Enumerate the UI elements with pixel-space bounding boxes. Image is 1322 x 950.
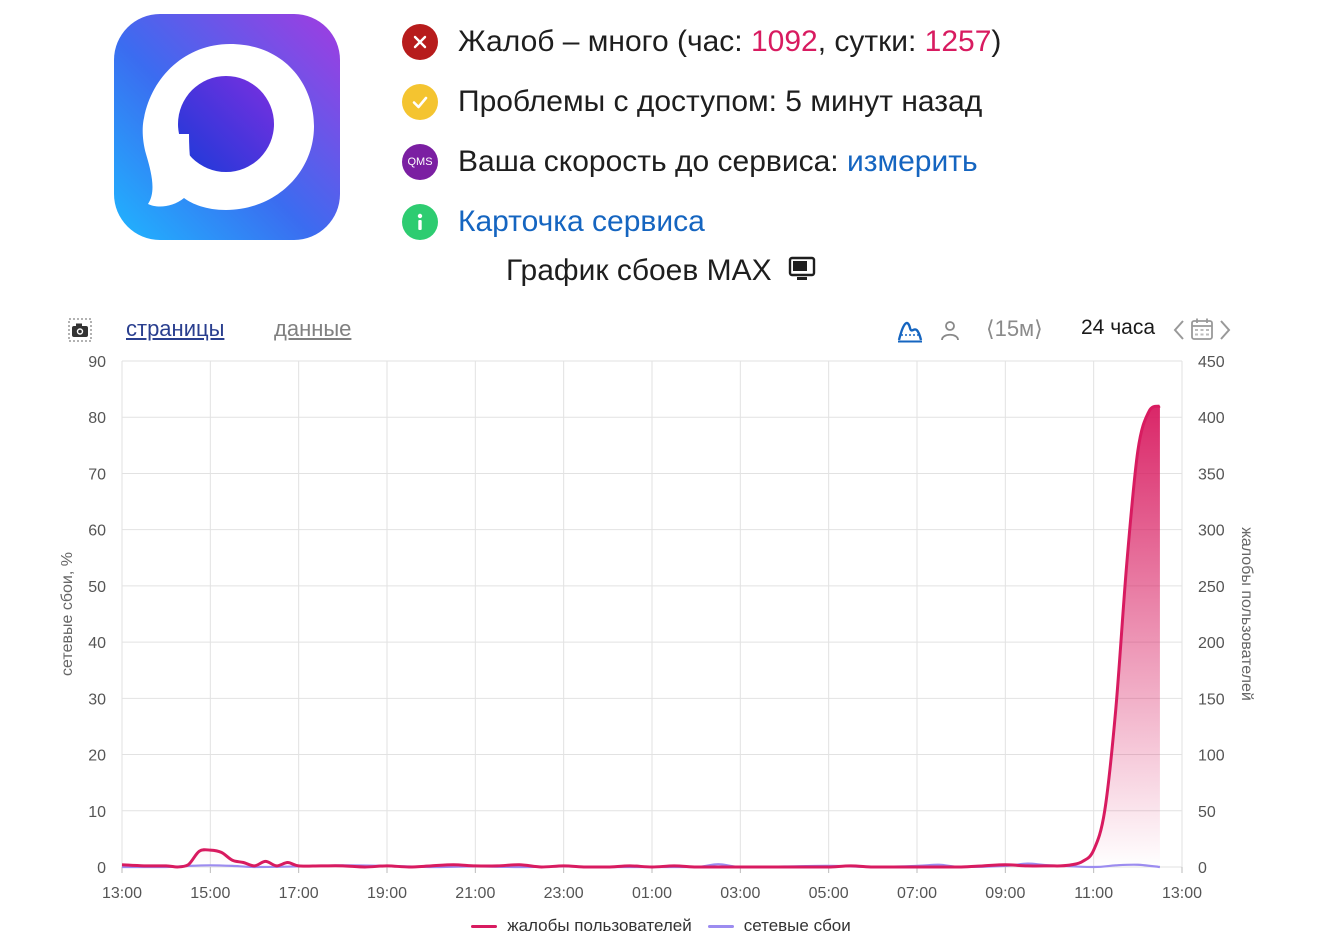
- monitor-icon[interactable]: [788, 256, 816, 282]
- y-left-tick-label: 70: [88, 466, 106, 483]
- y-left-tick-label: 0: [97, 860, 106, 877]
- x-tick-label: 03:00: [720, 885, 760, 902]
- status-speed: QMS Ваша скорость до сервиса: измерить: [402, 132, 1001, 192]
- service-card-link[interactable]: Карточка сервиса: [458, 205, 705, 238]
- speed-label: Ваша скорость до сервиса:: [458, 145, 847, 178]
- x-tick-label: 15:00: [190, 885, 230, 902]
- x-tick-label: 11:00: [1074, 885, 1113, 902]
- x-tick-label: 19:00: [367, 885, 407, 902]
- x-tick-label: 09:00: [985, 885, 1025, 902]
- y-right-tick-label: 0: [1198, 860, 1207, 877]
- x-tick-label: 23:00: [544, 885, 584, 902]
- y-right-tick-label: 350: [1198, 466, 1225, 483]
- y-right-tick-label: 100: [1198, 748, 1225, 765]
- status-card: Карточка сервиса: [402, 192, 1001, 252]
- legend-swatch-complaints: [471, 924, 498, 928]
- y-right-axis-label: жалобы пользователей: [1238, 527, 1255, 701]
- measure-speed-link[interactable]: измерить: [846, 145, 978, 178]
- check-icon: [402, 84, 438, 120]
- series-network-line: [122, 862, 1161, 869]
- y-left-axis-label: сетевые сбои, %: [59, 552, 76, 676]
- error-icon: [402, 24, 438, 60]
- legend-label-complaints: жалобы пользователей: [507, 916, 692, 935]
- chart-toolbar: страницы данные ⟨15м⟩ 24 часа: [0, 312, 1322, 348]
- y-right-tick-label: 300: [1198, 523, 1225, 540]
- chart-legend: жалобы пользователей сетевые сбои: [0, 916, 1322, 936]
- info-icon: [402, 204, 438, 240]
- legend-swatch-network: [707, 924, 734, 928]
- complaints-text: Жалоб – много (час: 1092, сутки: 1257): [458, 25, 1002, 58]
- x-tick-label: 17:00: [279, 885, 319, 902]
- access-text: Проблемы с доступом: 5 минут назад: [458, 85, 983, 118]
- user-icon[interactable]: [940, 320, 960, 342]
- legend-label-network: сетевые сбои: [743, 916, 851, 935]
- y-left-tick-label: 30: [88, 691, 106, 708]
- x-tick-label: 21:00: [455, 885, 495, 902]
- y-right-tick-label: 50: [1198, 804, 1216, 821]
- range-selector[interactable]: 24 часа: [1081, 316, 1155, 339]
- x-tick-label: 07:00: [897, 885, 937, 902]
- status-complaints: Жалоб – много (час: 1092, сутки: 1257): [402, 12, 1001, 72]
- x-tick-label: 01:00: [632, 885, 672, 902]
- complaints-hour-value: 1092: [750, 25, 818, 58]
- y-right-tick-label: 200: [1198, 635, 1225, 652]
- y-left-tick-label: 10: [88, 804, 106, 821]
- legend-item-network[interactable]: сетевые сбои: [707, 916, 851, 936]
- series-complaints-area: [122, 405, 1160, 867]
- chart-type-icon[interactable]: [896, 316, 924, 344]
- y-left-tick-label: 40: [88, 635, 106, 652]
- x-tick-label: 05:00: [809, 885, 849, 902]
- tab-pages[interactable]: страницы: [126, 316, 225, 341]
- status-access: Проблемы с доступом: 5 минут назад: [402, 72, 1001, 132]
- y-right-tick-label: 400: [1198, 410, 1225, 427]
- y-left-tick-label: 60: [88, 523, 106, 540]
- status-list: Жалоб – много (час: 1092, сутки: 1257) П…: [402, 12, 1001, 252]
- y-left-tick-label: 50: [88, 579, 106, 596]
- y-right-tick-label: 150: [1198, 691, 1225, 708]
- chevron-right-icon[interactable]: [1218, 319, 1232, 341]
- qms-icon: QMS: [402, 144, 438, 180]
- camera-icon[interactable]: [68, 318, 92, 342]
- series-complaints-line: [121, 404, 1161, 869]
- app-logo: [114, 14, 340, 240]
- y-left-tick-label: 20: [88, 748, 106, 765]
- x-tick-label: 13:00: [102, 885, 142, 902]
- legend-item-complaints[interactable]: жалобы пользователей: [471, 916, 692, 936]
- y-right-tick-label: 250: [1198, 579, 1225, 596]
- complaints-day-value: 1257: [924, 25, 992, 58]
- chart-title: График сбоев MAX: [0, 254, 1322, 288]
- y-left-tick-label: 80: [88, 410, 106, 427]
- interval-selector[interactable]: ⟨15м⟩: [986, 316, 1043, 341]
- y-right-tick-label: 450: [1198, 354, 1225, 371]
- y-left-tick-label: 90: [88, 354, 106, 371]
- x-tick-label: 13:00: [1162, 885, 1202, 902]
- chevron-left-icon[interactable]: [1172, 319, 1186, 341]
- tab-data[interactable]: данные: [274, 316, 352, 341]
- calendar-icon[interactable]: [1190, 317, 1214, 341]
